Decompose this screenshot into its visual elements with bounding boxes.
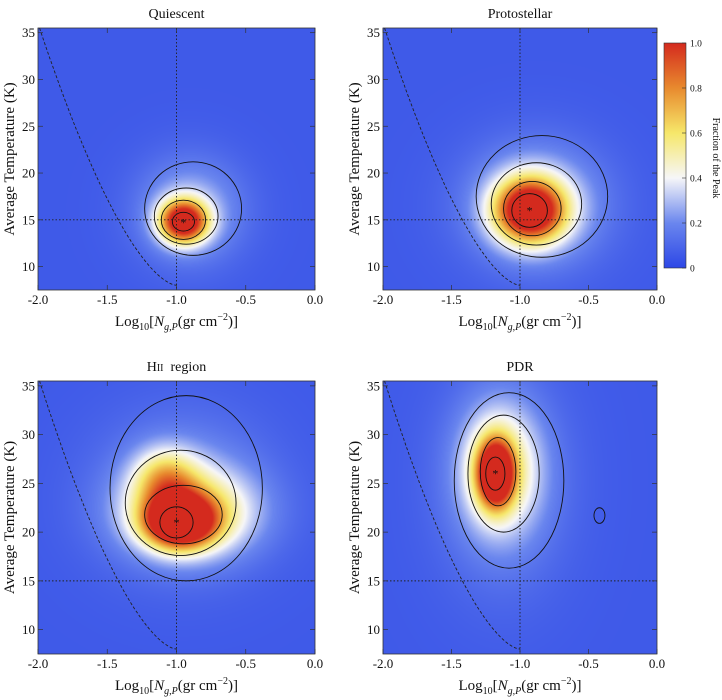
y-axis-label: Average Temperature (K) xyxy=(2,82,18,235)
panel-quiescent: * -2.0 -1.5 -1.0 -0.5 0.0 10 15 20 25 30 35 Quiescen… xyxy=(2,7,323,333)
density-contour xyxy=(485,456,506,491)
y-tick-label: 25 xyxy=(22,119,35,134)
panel-pdr: * -2.0 -1.5 -1.0 -0.5 0.0 10 15 20 25 30 35 PDR Log10… xyxy=(347,360,665,697)
x-axis-label: Log10[Ng,P(gr cm−2)] xyxy=(458,676,581,697)
y-axis-label: Average Temperature (K) xyxy=(347,82,363,235)
x-tick-label: -1.5 xyxy=(97,656,118,671)
x-tick-label: -0.5 xyxy=(578,656,599,671)
y-tick-label: 35 xyxy=(22,378,35,393)
x-tick-label: -1.0 xyxy=(510,656,531,671)
y-tick-label: 10 xyxy=(367,259,380,274)
y-tick-label: 20 xyxy=(22,166,35,181)
density-contour xyxy=(479,437,517,507)
colorbar-tick-label: 0.2 xyxy=(690,220,702,230)
colorbar-label: Fraction of the Peak xyxy=(710,118,721,199)
x-tick-label: -2.0 xyxy=(28,292,49,307)
x-tick-label: 0.0 xyxy=(649,656,665,671)
density-contour xyxy=(511,193,548,228)
y-tick-label: 10 xyxy=(22,622,35,637)
colorbar-tick-label: 0.6 xyxy=(690,130,702,140)
y-tick-label: 10 xyxy=(367,622,380,637)
peak-marker: * xyxy=(174,515,180,529)
x-tick-label: -1.5 xyxy=(441,292,462,307)
y-tick-label: 15 xyxy=(22,212,35,227)
x-tick-label: -1.0 xyxy=(166,292,187,307)
x-tick-label: -0.5 xyxy=(235,656,256,671)
x-tick-label: -2.0 xyxy=(28,656,49,671)
colorbar-tick-label: 0.8 xyxy=(690,85,702,95)
x-axis-label: Log10[Ng,P(gr cm−2)] xyxy=(115,676,238,697)
peak-marker: * xyxy=(492,467,498,481)
y-tick-label: 10 xyxy=(22,259,35,274)
y-tick-label: 30 xyxy=(22,72,35,87)
x-tick-label: -1.0 xyxy=(166,656,187,671)
colorbar-tick-label: 0 xyxy=(690,265,695,275)
colorbar-tick-label: 0.4 xyxy=(690,175,702,185)
colorbar-gradient xyxy=(663,42,687,269)
threshold-curve xyxy=(39,381,177,650)
y-tick-label: 15 xyxy=(367,573,380,588)
x-tick-label: -0.5 xyxy=(235,292,256,307)
x-axis-label: Log10[Ng,P(gr cm−2)] xyxy=(115,312,238,333)
x-tick-label: -1.5 xyxy=(441,656,462,671)
density-contour xyxy=(475,135,609,258)
density-contour xyxy=(467,414,540,533)
y-tick-label: 20 xyxy=(22,525,35,540)
y-tick-label: 15 xyxy=(22,573,35,588)
y-tick-label: 35 xyxy=(367,378,380,393)
panel-hii-region: * -2.0 -1.5 -1.0 -0.5 0.0 10 15 20 25 30 35 HII regi… xyxy=(2,360,323,697)
threshold-curve xyxy=(384,381,521,650)
y-axis-label: Average Temperature (K) xyxy=(2,441,18,594)
density-contour xyxy=(153,187,219,245)
colorbar-tick-label: 1.0 xyxy=(690,40,702,50)
x-tick-label: 0.0 xyxy=(307,292,323,307)
panel-title: PDR xyxy=(506,360,534,375)
x-tick-label: -1.0 xyxy=(510,292,531,307)
y-tick-label: 25 xyxy=(367,119,380,134)
panel-title: HII region xyxy=(147,360,207,375)
y-tick-label: 35 xyxy=(367,25,380,40)
x-tick-label: 0.0 xyxy=(649,292,665,307)
y-tick-label: 30 xyxy=(367,427,380,442)
x-tick-label: 0.0 xyxy=(307,656,323,671)
panel-protostellar: * -2.0 -1.5 -1.0 -0.5 0.0 10 15 20 25 30 35 Protoste… xyxy=(347,7,665,333)
colorbar: 0 0.2 0.4 0.6 0.8 1.0 Fraction of the Peak xyxy=(663,40,721,275)
density-contour xyxy=(124,449,237,556)
density-contour xyxy=(144,484,223,545)
panel-title: Quiescent xyxy=(149,7,205,22)
density-contour xyxy=(503,181,562,237)
y-tick-label: 30 xyxy=(22,427,35,442)
threshold-curve xyxy=(39,28,177,286)
y-tick-label: 20 xyxy=(367,166,380,181)
threshold-curve xyxy=(384,28,521,286)
x-tick-label: -0.5 xyxy=(578,292,599,307)
y-tick-label: 20 xyxy=(367,525,380,540)
density-contour xyxy=(159,506,194,539)
density-contour xyxy=(144,161,243,256)
y-tick-label: 30 xyxy=(367,72,380,87)
x-tick-label: -1.5 xyxy=(97,292,118,307)
peak-marker: * xyxy=(180,216,186,230)
x-tick-label: -2.0 xyxy=(373,656,394,671)
density-contour xyxy=(490,162,583,246)
y-tick-label: 25 xyxy=(22,476,35,491)
y-tick-label: 35 xyxy=(22,25,35,40)
density-contour xyxy=(593,507,606,524)
density-contour xyxy=(171,211,195,232)
peak-marker: * xyxy=(527,203,533,217)
x-axis-label: Log10[Ng,P(gr cm−2)] xyxy=(458,312,581,333)
density-contour xyxy=(453,392,565,569)
y-tick-label: 15 xyxy=(367,212,380,227)
x-tick-label: -2.0 xyxy=(373,292,394,307)
panel-title: Protostellar xyxy=(488,7,553,22)
y-axis-label: Average Temperature (K) xyxy=(347,441,363,594)
y-tick-label: 25 xyxy=(367,476,380,491)
